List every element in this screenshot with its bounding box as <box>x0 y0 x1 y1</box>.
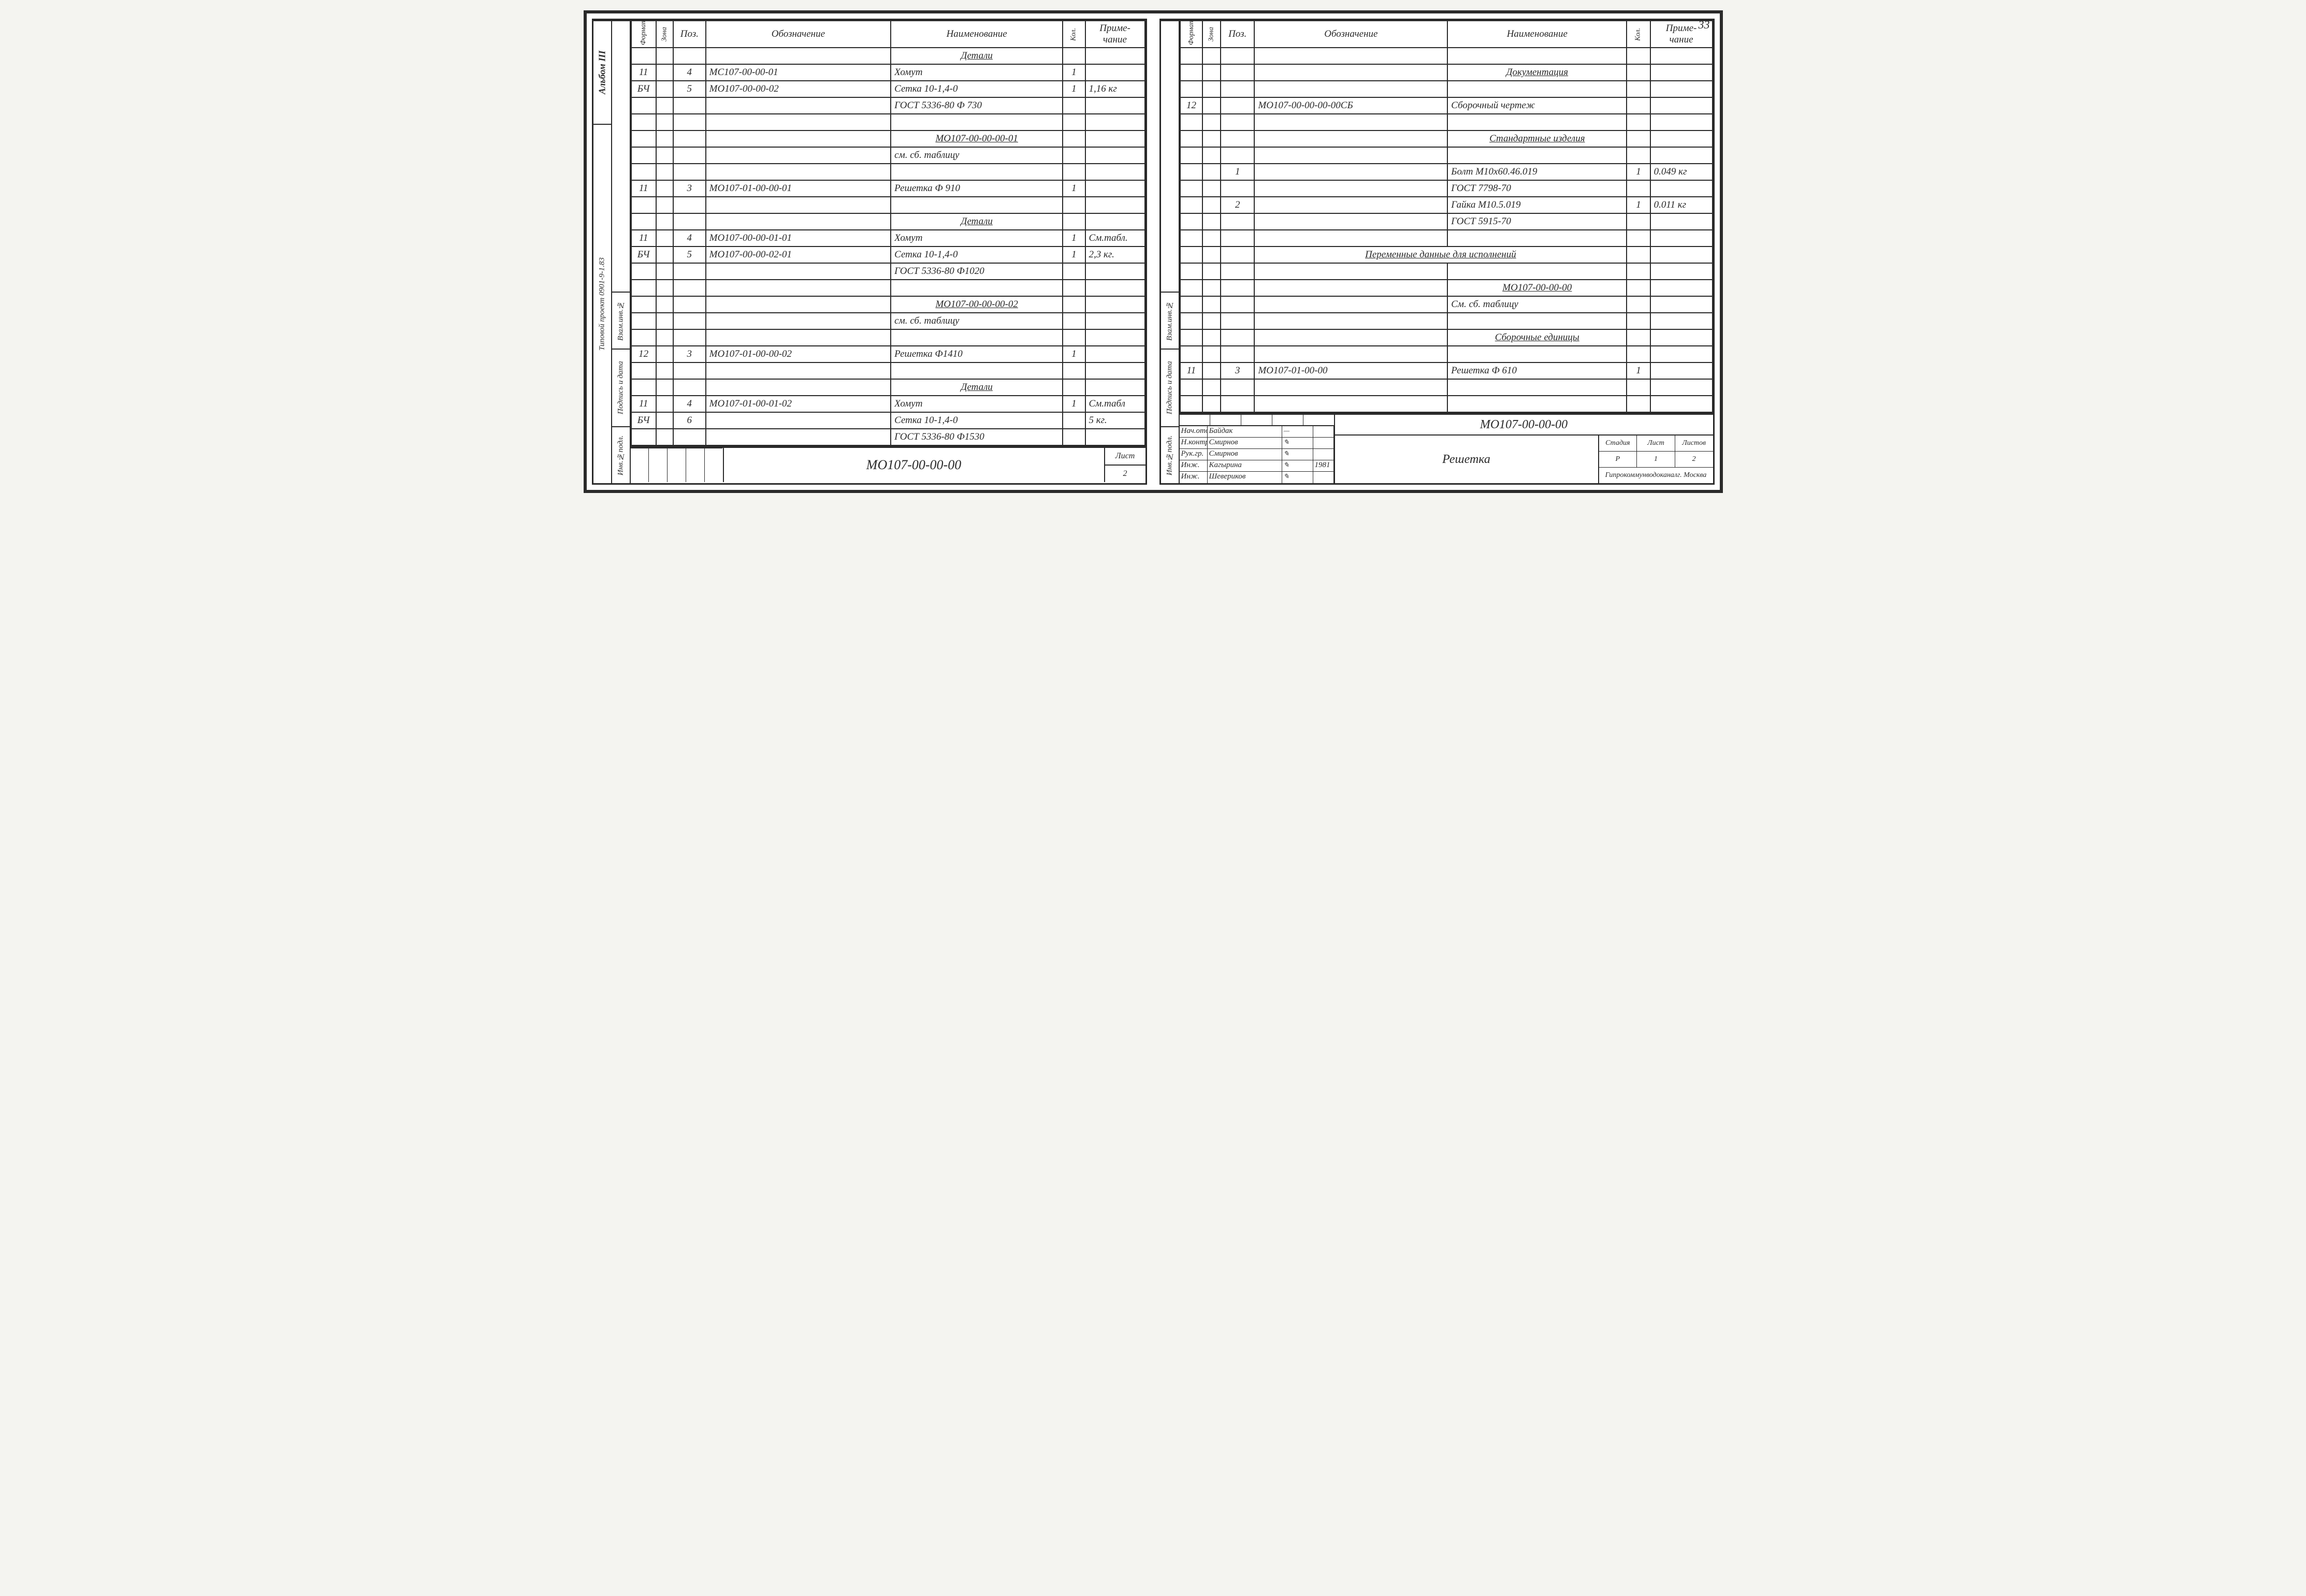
table-row <box>631 280 1145 296</box>
page-right: 33 Взам.инв.№ Подпись и дата Инв.№подл. … <box>1159 19 1715 485</box>
table-row: БЧ5МО107-00-00-02-01Сетка 10-1,4-012,3 к… <box>631 246 1145 263</box>
left-footer: МО107-00-00-00 Лист 2 <box>631 446 1145 482</box>
table-row: МО107-00-00-00-01 <box>631 130 1145 147</box>
revision-row: Нач.отд.Байдак— <box>1180 426 1334 438</box>
table-row <box>631 362 1145 379</box>
album-label: Альбом III <box>593 20 611 124</box>
title-block: Нач.отд.Байдак—Н.контрСмирнов✎Рук.гр.Сми… <box>1180 413 1713 483</box>
spec-table-right: Формат Зона Поз. Обозначение Наименовани… <box>1180 20 1713 413</box>
sheet-label: Лист <box>1105 448 1145 466</box>
table-row: ГОСТ 5336-80 Ф1530 <box>631 429 1145 445</box>
table-row <box>1180 81 1713 97</box>
table-row <box>1180 263 1713 280</box>
table-row <box>1180 379 1713 396</box>
table-row: ГОСТ 5336-80 Ф1020 <box>631 263 1145 280</box>
page-number: 33 <box>1699 18 1710 32</box>
table-row <box>631 197 1145 213</box>
hdr-qty: Кол. <box>1063 21 1085 48</box>
spec-table-left: Формат Зона Поз. Обозначение Наименовани… <box>631 20 1145 446</box>
table-row: 123МО107-01-00-00-02Решетка Ф14101 <box>631 346 1145 362</box>
vzam-label-r: Взам.инв.№ <box>1161 292 1179 349</box>
side-column-stamps-left: Взам.инв.№ Подпись и дата Инв.№подл. <box>612 20 631 483</box>
podpis-label-r: Подпись и дата <box>1161 349 1179 426</box>
table-row <box>631 114 1145 130</box>
hdr-des: Обозначение <box>706 21 891 48</box>
project-label: Типовой проект 0901-9-1.83 <box>593 124 611 483</box>
table-row: 113МО107-01-00-00Решетка Ф 6101 <box>1180 362 1713 379</box>
table-row: Сборочные единицы <box>1180 329 1713 346</box>
table-row: см. сб. таблицу <box>631 147 1145 164</box>
table-row: БЧ6Сетка 10-1,4-05 кг. <box>631 412 1145 429</box>
table-row <box>1180 230 1713 246</box>
table-row: МО107-00-00-00-02 <box>631 296 1145 313</box>
revision-row: Инж.Кагырина✎1981 <box>1180 460 1334 472</box>
hdr-zone: Зона <box>656 21 673 48</box>
table-row: 114МО107-00-00-01-01Хомут1См.табл. <box>631 230 1145 246</box>
table-row: 2Гайка М10.5.01910.011 кг <box>1180 197 1713 213</box>
table-row <box>1180 313 1713 329</box>
table-row: Документация <box>1180 64 1713 81</box>
table-row: 114МС107-00-00-01Хомут1 <box>631 64 1145 81</box>
table-row <box>1180 396 1713 412</box>
table-row: МО107-00-00-00 <box>1180 280 1713 296</box>
table-row: Стандартные изделия <box>1180 130 1713 147</box>
table-row <box>631 329 1145 346</box>
table-row: Переменные данные для исполнений <box>1180 246 1713 263</box>
table-row: 1Болт М10х60.46.01910.049 кг <box>1180 164 1713 180</box>
podpis-label: Подпись и дата <box>612 349 630 426</box>
hdr-pos: Поз. <box>673 21 706 48</box>
revision-ticks <box>631 448 724 482</box>
table-row: 113МО107-01-00-00-01Решетка Ф 9101 <box>631 180 1145 197</box>
hdr-format: Формат <box>631 21 656 48</box>
organization: Гипрокоммунводоканалг. Москва <box>1599 468 1713 483</box>
table-row <box>1180 48 1713 64</box>
hdr-name: Наименование <box>891 21 1063 48</box>
side-column-project: Альбом III Типовой проект 0901-9-1.83 <box>593 20 612 483</box>
sheet-box-left: Лист 2 <box>1104 448 1145 482</box>
table-row: ГОСТ 5915-70 <box>1180 213 1713 230</box>
hdr-note: Приме- чание <box>1085 21 1145 48</box>
table-row <box>1180 346 1713 362</box>
side-column-stamps-right: Взам.инв.№ Подпись и дата Инв.№подл. <box>1161 20 1180 483</box>
table-row: ГОСТ 7798-70 <box>1180 180 1713 197</box>
table-row: БЧ5МО107-00-00-02Сетка 10-1,4-011,16 кг <box>631 81 1145 97</box>
table-row: Детали <box>631 48 1145 64</box>
table-row: 12МО107-00-00-00-00СБСборочный чертеж <box>1180 97 1713 114</box>
table-row: 114МО107-01-00-01-02Хомут1См.табл <box>631 396 1145 412</box>
sheet-number: 2 <box>1105 466 1145 482</box>
left-content: Формат Зона Поз. Обозначение Наименовани… <box>631 20 1145 483</box>
table-row: см. сб. таблицу <box>631 313 1145 329</box>
table-row: См. сб. таблицу <box>1180 296 1713 313</box>
right-content: Формат Зона Поз. Обозначение Наименовани… <box>1180 20 1713 483</box>
doc-name: Решетка <box>1335 436 1599 483</box>
table-row <box>631 164 1145 180</box>
revision-row: Н.контрСмирнов✎ <box>1180 438 1334 449</box>
revision-row: Инж.Шевериков✎ <box>1180 472 1334 483</box>
table-row: Детали <box>631 379 1145 396</box>
table-row <box>1180 114 1713 130</box>
drawing-spread: Альбом III Типовой проект 0901-9-1.83 Вз… <box>584 10 1723 493</box>
revisions-area: Нач.отд.Байдак—Н.контрСмирнов✎Рук.гр.Сми… <box>1180 415 1335 483</box>
table-row: ГОСТ 5336-80 Ф 730 <box>631 97 1145 114</box>
page-left: Альбом III Типовой проект 0901-9-1.83 Вз… <box>592 19 1147 485</box>
doc-code: МО107-00-00-00 <box>1335 415 1713 436</box>
inv-podl-label: Инв.№подл. <box>612 426 630 483</box>
vzam-label: Взам.инв.№ <box>612 292 630 349</box>
revision-row: Рук.гр.Смирнов✎ <box>1180 449 1334 460</box>
table-row <box>1180 147 1713 164</box>
inv-podl-label-r: Инв.№подл. <box>1161 426 1179 483</box>
stage-grid: Стадия Лист Листов Р 1 2 Гипрокоммунводо… <box>1599 436 1713 483</box>
doc-code-left: МО107-00-00-00 <box>724 448 1104 482</box>
table-row: Детали <box>631 213 1145 230</box>
